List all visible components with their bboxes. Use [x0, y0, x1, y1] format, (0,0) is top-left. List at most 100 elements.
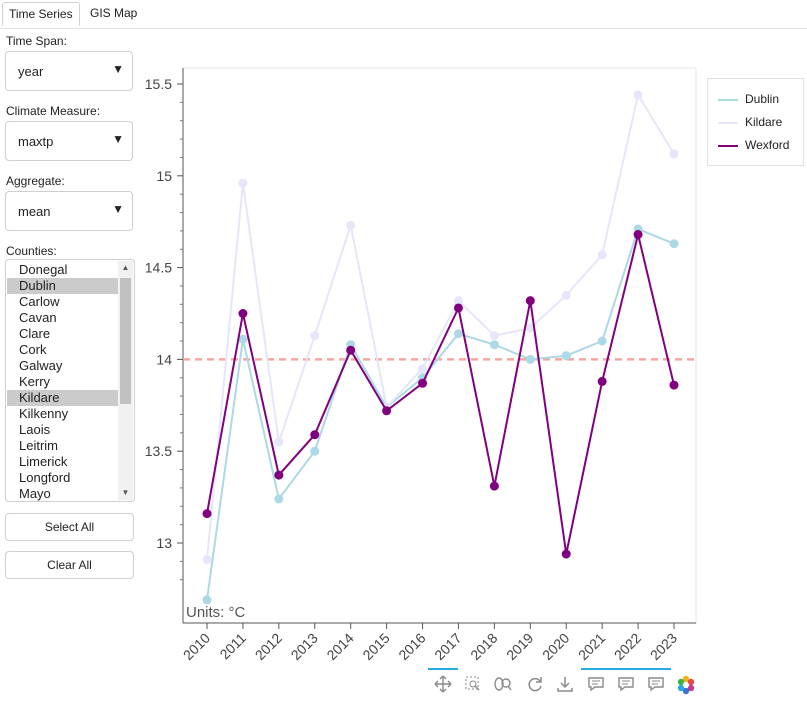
y-tick-label: 14	[156, 351, 172, 367]
point-kildare-2015[interactable]	[382, 402, 392, 412]
x-tick-label: 2014	[323, 630, 356, 663]
point-dublin-2020[interactable]	[561, 351, 571, 361]
county-option-limerick[interactable]: Limerick	[19, 454, 68, 469]
x-tick-label: 2015	[359, 630, 392, 663]
scroll-down-icon[interactable]: ▼	[121, 488, 130, 497]
hover-icon[interactable]	[646, 675, 666, 695]
county-option-clare[interactable]: Clare	[19, 326, 51, 341]
tab-bar: Time Series GIS Map	[0, 0, 807, 29]
county-option-carlow[interactable]: Carlow	[19, 294, 60, 309]
county-option-mayo[interactable]: Mayo	[19, 486, 51, 501]
point-wexford-2021[interactable]	[597, 376, 607, 386]
time-span-label: Time Span:	[6, 34, 67, 48]
legend-swatch	[718, 145, 738, 147]
point-dublin-2023[interactable]	[669, 239, 679, 249]
aggregate-select[interactable]: mean ▼	[5, 191, 133, 231]
point-dublin-2017[interactable]	[453, 329, 463, 339]
point-dublin-2018[interactable]	[489, 340, 499, 350]
time-span-select[interactable]: year ▼	[5, 51, 133, 91]
series-group	[202, 90, 679, 605]
y-tick-label: 15	[156, 168, 172, 184]
point-wexford-2015[interactable]	[382, 406, 392, 416]
point-dublin-2013[interactable]	[310, 446, 320, 456]
scroll-up-icon[interactable]: ▲	[121, 263, 130, 272]
point-kildare-2014[interactable]	[346, 220, 356, 230]
wheel-zoom-icon[interactable]	[493, 675, 513, 695]
select-all-button[interactable]: Select All	[5, 513, 134, 541]
county-option-kilkenny[interactable]: Kilkenny	[19, 406, 69, 421]
point-kildare-2023[interactable]	[669, 149, 679, 159]
point-dublin-2015[interactable]	[382, 402, 392, 412]
point-kildare-2016[interactable]	[418, 364, 428, 374]
x-tick-label: 2018	[467, 630, 500, 663]
point-kildare-2012[interactable]	[274, 437, 284, 447]
hover-icon[interactable]	[616, 675, 636, 695]
listbox-scrollbar[interactable]: ▲ ▼	[118, 261, 133, 500]
x-tick-label: 2023	[647, 630, 680, 663]
county-option-kildare[interactable]: Kildare	[7, 390, 120, 406]
point-wexford-2014[interactable]	[346, 345, 356, 355]
county-option-dublin[interactable]: Dublin	[7, 278, 120, 294]
point-wexford-2017[interactable]	[453, 303, 463, 313]
point-wexford-2022[interactable]	[633, 230, 643, 240]
point-dublin-2012[interactable]	[274, 494, 284, 504]
point-kildare-2010[interactable]	[202, 555, 212, 565]
plot-area	[182, 67, 697, 624]
point-dublin-2010[interactable]	[202, 595, 212, 605]
x-tick-label: 2019	[503, 630, 536, 663]
county-option-kerry[interactable]: Kerry	[19, 374, 51, 389]
point-dublin-2011[interactable]	[238, 334, 248, 344]
county-option-cork[interactable]: Cork	[19, 342, 47, 357]
point-wexford-2013[interactable]	[310, 430, 320, 440]
point-wexford-2012[interactable]	[274, 470, 284, 480]
point-kildare-2013[interactable]	[310, 331, 320, 341]
point-dublin-2014[interactable]	[346, 340, 356, 350]
point-kildare-2022[interactable]	[633, 90, 643, 100]
save-icon[interactable]	[555, 675, 575, 695]
point-kildare-2017[interactable]	[453, 296, 463, 306]
county-option-donegal[interactable]: Donegal	[19, 262, 68, 277]
reset-icon[interactable]	[525, 675, 545, 695]
point-wexford-2020[interactable]	[561, 549, 571, 559]
point-kildare-2019[interactable]	[525, 323, 535, 333]
point-dublin-2021[interactable]	[597, 336, 607, 346]
x-axis: 2010 2011 2012 2013 2014 2015 2016 2017 2018 2019…	[180, 622, 696, 663]
counties-label: Counties:	[6, 244, 57, 258]
point-kildare-2021[interactable]	[597, 250, 607, 260]
point-wexford-2010[interactable]	[202, 509, 212, 519]
point-wexford-2019[interactable]	[525, 296, 535, 306]
point-kildare-2011[interactable]	[238, 178, 248, 188]
point-kildare-2018[interactable]	[489, 331, 499, 341]
tab-time-series[interactable]: Time Series	[2, 2, 80, 26]
point-wexford-2018[interactable]	[489, 481, 499, 491]
point-dublin-2016[interactable]	[418, 373, 428, 383]
clear-all-button[interactable]: Clear All	[5, 551, 134, 579]
county-option-longford[interactable]: Longford	[19, 470, 71, 485]
hover-icon[interactable]	[586, 675, 606, 695]
x-tick-label: 2011	[216, 630, 249, 663]
active-tool-indicator	[428, 668, 458, 670]
chart-toolbar	[428, 668, 708, 702]
box-zoom-icon[interactable]	[463, 675, 483, 695]
aggregate-value: mean	[18, 204, 51, 219]
point-wexford-2023[interactable]	[669, 380, 679, 390]
x-tick-label: 2013	[288, 630, 321, 663]
series-line-dublin	[206, 227, 675, 601]
climate-measure-select[interactable]: maxtp ▼	[5, 121, 133, 161]
county-option-laois[interactable]: Laois	[19, 422, 51, 437]
y-tick-label: 14.5	[145, 260, 172, 276]
county-option-leitrim[interactable]: Leitrim	[19, 438, 59, 453]
county-option-galway[interactable]: Galway	[19, 358, 63, 373]
pan-icon[interactable]	[433, 675, 453, 695]
counties-listbox[interactable]: Donegal Dublin Carlow Cavan Clare Cork Galway K…	[5, 259, 135, 502]
tab-gis-map[interactable]: GIS Map	[90, 6, 138, 20]
point-wexford-2011[interactable]	[238, 309, 248, 318]
chart-legend: Dublin Kildare Wexford	[707, 78, 804, 166]
point-dublin-2019[interactable]	[525, 354, 535, 364]
point-wexford-2016[interactable]	[418, 378, 428, 388]
point-dublin-2022[interactable]	[633, 224, 643, 234]
point-kildare-2020[interactable]	[561, 290, 571, 300]
bokeh-logo-icon[interactable]	[676, 675, 696, 695]
scrollbar-thumb[interactable]	[120, 278, 131, 404]
county-option-cavan[interactable]: Cavan	[19, 310, 57, 325]
